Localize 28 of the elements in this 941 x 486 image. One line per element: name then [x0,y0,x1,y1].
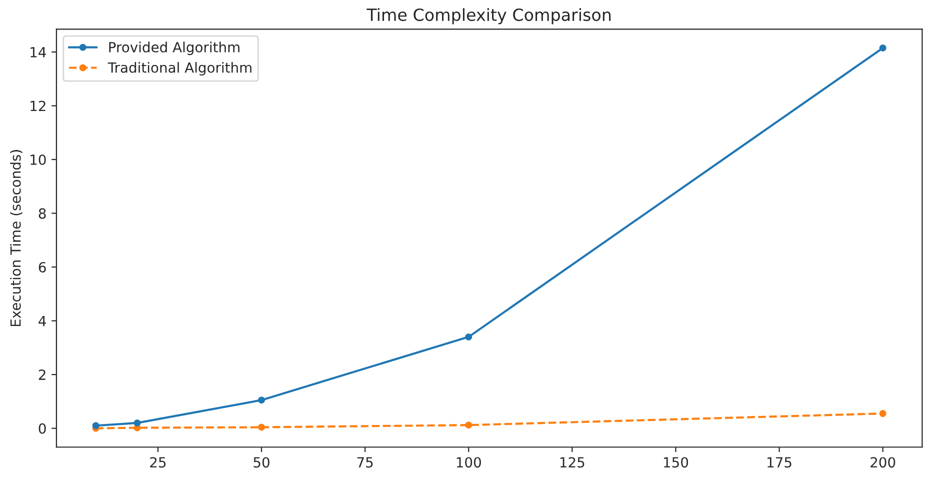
chart-title: Time Complexity Comparison [366,8,611,24]
y-tick-label: 4 [38,316,46,326]
legend-label: Traditional Algorithm [108,62,252,76]
x-tick-label: 50 [254,457,270,468]
x-tick-label: 100 [456,457,481,468]
point [465,422,472,429]
y-tick-label: 8 [38,208,46,219]
y-tick-label: 2 [38,370,46,380]
y-tick-label: 0 [38,423,46,434]
x-tick-label: 200 [870,457,896,468]
x-tick-label: 75 [357,457,373,468]
y-axis-title: Execution Time (seconds) [10,150,22,326]
point [258,424,265,431]
x-tick-label: 175 [768,457,792,468]
point [134,419,141,426]
y-tick-label: 6 [38,262,46,273]
point [465,333,472,340]
point [92,422,100,430]
x-tick-label: 125 [560,457,584,468]
x-tick-label: 25 [150,457,166,468]
point [879,410,886,417]
point [879,44,886,52]
y-tick-label: 12 [30,100,46,112]
point [258,396,265,404]
x-tick-label: 150 [664,457,688,468]
y-tick-label: 10 [30,154,46,165]
legend-label: Provided Algorithm [109,42,240,56]
y-tick-label: 14 [30,47,46,58]
